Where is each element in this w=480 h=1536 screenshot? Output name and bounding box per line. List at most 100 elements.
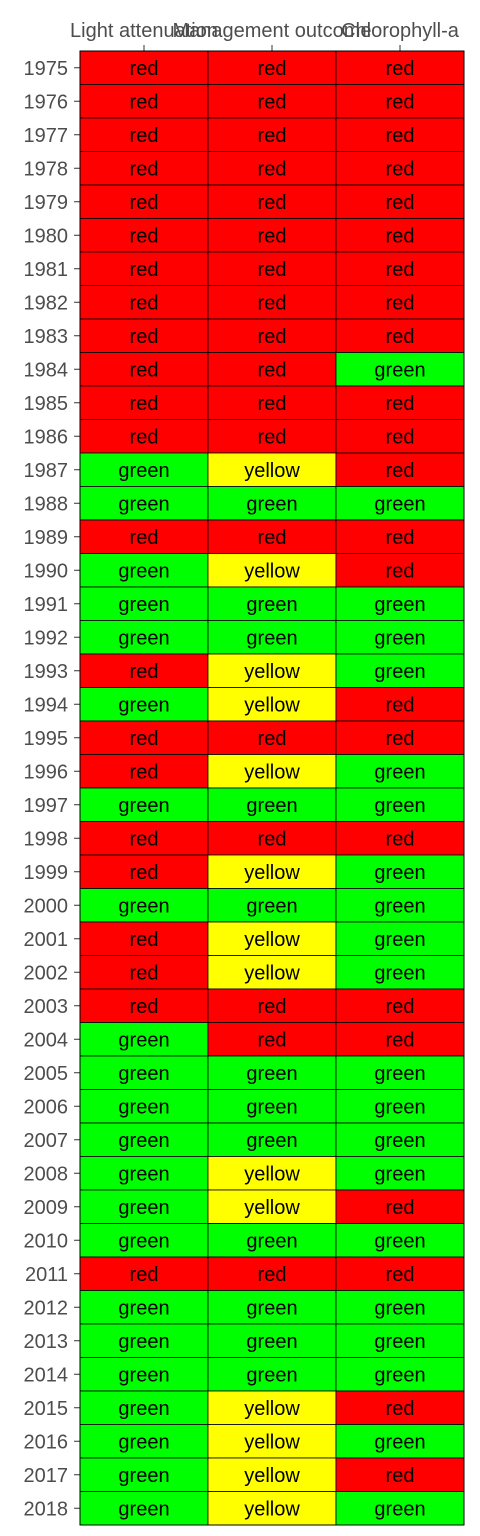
cell-label: green — [118, 560, 169, 582]
year-label: 2016 — [24, 1431, 69, 1453]
heatmap-cell — [335, 1491, 465, 1526]
cell-label: red — [130, 728, 159, 750]
cell-label: green — [118, 795, 169, 817]
cell-label: red — [130, 225, 159, 247]
cell-label: red — [130, 91, 159, 113]
year-label: 2015 — [24, 1398, 69, 1420]
heatmap-cell — [335, 553, 465, 588]
cell-label: green — [118, 1398, 169, 1420]
cell-label: green — [374, 895, 425, 917]
heatmap-cell — [207, 988, 337, 1023]
cell-label: green — [118, 1331, 169, 1353]
heatmap-cell — [335, 84, 465, 119]
year-label: 1980 — [24, 225, 69, 247]
cell-label: red — [386, 192, 415, 214]
year-label: 2001 — [24, 929, 69, 951]
heatmap-cell — [79, 151, 209, 186]
cell-label: green — [118, 1130, 169, 1152]
heatmap-cell — [207, 1156, 337, 1191]
heatmap-cell — [79, 50, 209, 85]
heatmap-cell — [79, 754, 209, 789]
heatmap-cell — [207, 586, 337, 621]
heatmap-cell — [335, 653, 465, 688]
cell-label: red — [386, 125, 415, 147]
year-label: 1979 — [24, 192, 69, 214]
cell-label: green — [246, 493, 297, 515]
year-label: 1976 — [24, 91, 69, 113]
heatmap-cell — [207, 921, 337, 956]
year-label: 2002 — [24, 962, 69, 984]
heatmap-cell — [79, 117, 209, 152]
year-label: 1998 — [24, 828, 69, 850]
heatmap-cell — [79, 184, 209, 219]
cell-label: red — [130, 929, 159, 951]
cell-label: yellow — [244, 694, 300, 716]
heatmap-cell — [335, 586, 465, 621]
cell-label: green — [246, 1130, 297, 1152]
cell-label: red — [258, 393, 287, 415]
cell-label: red — [258, 728, 287, 750]
year-label: 2009 — [24, 1197, 69, 1219]
heatmap-cell — [207, 1390, 337, 1425]
year-label: 2010 — [24, 1230, 69, 1252]
heatmap-cell — [207, 1022, 337, 1057]
cell-label: green — [118, 1465, 169, 1487]
year-label: 1975 — [24, 58, 69, 80]
heatmap-cell — [335, 687, 465, 722]
cell-label: red — [386, 1029, 415, 1051]
cell-label: green — [374, 1230, 425, 1252]
cell-label: yellow — [244, 962, 300, 984]
cell-label: red — [130, 996, 159, 1018]
heatmap-cell — [335, 1357, 465, 1392]
heatmap-cell — [207, 419, 337, 454]
cell-label: red — [258, 259, 287, 281]
year-label: 1985 — [24, 393, 69, 415]
heatmap-cell — [335, 318, 465, 353]
heatmap-cell — [335, 151, 465, 186]
cell-label: red — [130, 426, 159, 448]
cell-label: yellow — [244, 862, 300, 884]
heatmap-cell — [335, 620, 465, 655]
year-label: 2011 — [25, 1264, 68, 1286]
column-label: Light attenuation — [70, 20, 218, 42]
cell-label: red — [130, 1264, 159, 1286]
cell-label: yellow — [244, 560, 300, 582]
heatmap-cell — [207, 1055, 337, 1090]
cell-label: green — [118, 493, 169, 515]
heatmap-cell — [79, 452, 209, 487]
cell-label: red — [130, 125, 159, 147]
heatmap-cell — [335, 1424, 465, 1459]
year-label: 1988 — [24, 493, 69, 515]
heatmap-cell — [335, 50, 465, 85]
heatmap-cell — [207, 385, 337, 420]
cell-label: green — [246, 1096, 297, 1118]
heatmap-cell — [335, 1156, 465, 1191]
heatmap-cell — [335, 486, 465, 521]
heatmap-cell — [335, 888, 465, 923]
cell-label: red — [258, 58, 287, 80]
year-label: 2000 — [24, 895, 69, 917]
heatmap-cell — [79, 787, 209, 822]
cell-label: red — [386, 426, 415, 448]
heatmap-cell — [79, 1055, 209, 1090]
heatmap-cell — [207, 1323, 337, 1358]
cell-label: red — [258, 225, 287, 247]
cell-label: red — [386, 460, 415, 482]
cell-label: red — [386, 292, 415, 314]
year-label: 2007 — [24, 1130, 69, 1152]
heatmap-cell — [207, 754, 337, 789]
heatmap-cell — [335, 854, 465, 889]
year-label: 1978 — [24, 158, 69, 180]
plot-frame — [79, 50, 465, 1526]
cell-label: green — [374, 661, 425, 683]
cell-label: green — [374, 1331, 425, 1353]
cell-label: red — [386, 91, 415, 113]
cell-label: green — [374, 1364, 425, 1386]
cell-label: red — [258, 359, 287, 381]
cell-label: red — [258, 91, 287, 113]
cell-label: green — [374, 761, 425, 783]
heatmap-cell — [335, 988, 465, 1023]
row-labels: 1975 1976 1977 1978 1979 1980 1981 1982 1983 1984… — [24, 58, 80, 1520]
cell-label: green — [118, 460, 169, 482]
cell-label: red — [130, 259, 159, 281]
